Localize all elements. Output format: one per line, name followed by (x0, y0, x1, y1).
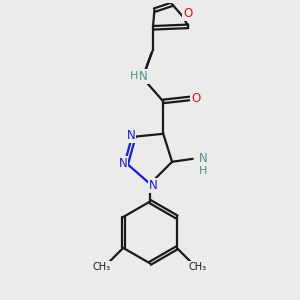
Text: N: N (118, 157, 127, 170)
Text: N: N (127, 129, 135, 142)
Text: O: O (183, 7, 192, 20)
Text: N: N (199, 152, 207, 165)
Text: H: H (199, 166, 207, 176)
Text: CH₃: CH₃ (93, 262, 111, 272)
Text: N: N (139, 70, 148, 83)
Text: N: N (149, 179, 158, 192)
Text: H: H (130, 71, 138, 81)
Text: CH₃: CH₃ (189, 262, 207, 272)
Text: O: O (191, 92, 200, 105)
